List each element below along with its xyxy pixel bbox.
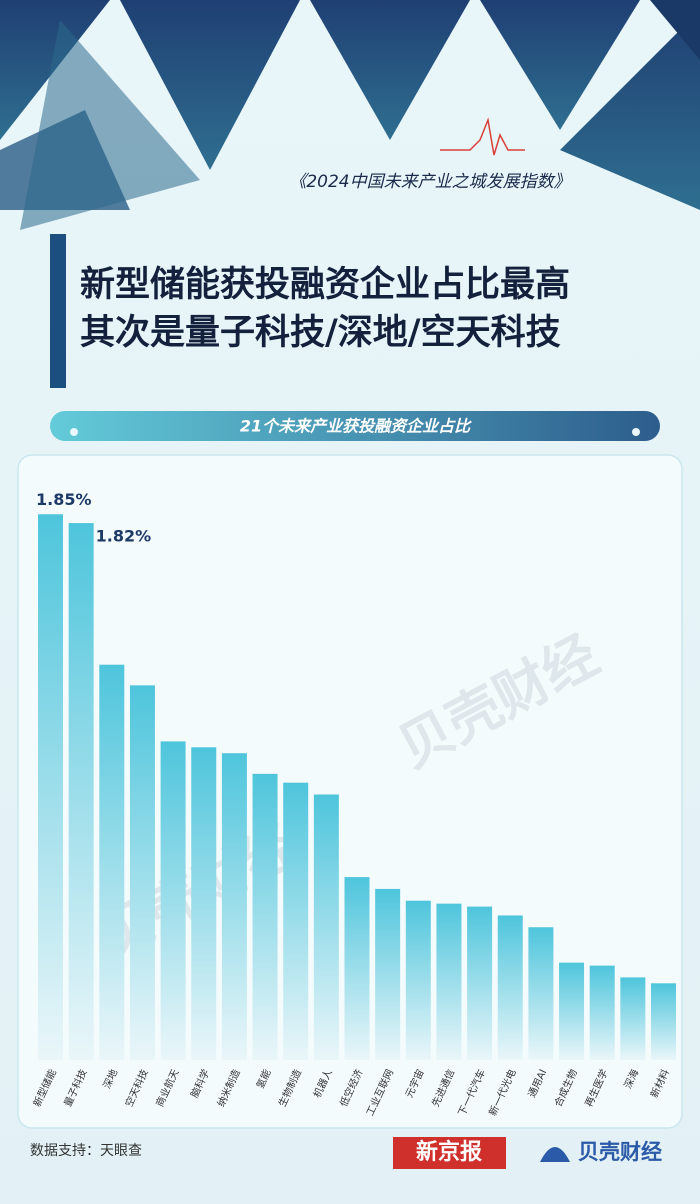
value-label: 1.85% bbox=[36, 490, 92, 509]
header-pattern bbox=[0, 0, 700, 230]
bar bbox=[252, 773, 278, 1060]
bar bbox=[221, 753, 247, 1060]
bar bbox=[436, 903, 462, 1060]
bar bbox=[375, 888, 401, 1060]
bar bbox=[467, 906, 493, 1060]
logo: 新京报 bbox=[416, 1139, 482, 1165]
bar bbox=[283, 782, 309, 1060]
header: 《2024中国未来产业之城发展指数》 bbox=[289, 172, 570, 192]
subtitle-pill bbox=[50, 411, 660, 441]
bar bbox=[497, 915, 523, 1060]
pulse-line bbox=[440, 117, 525, 156]
dot bbox=[632, 428, 640, 436]
bar bbox=[313, 794, 339, 1060]
bar bbox=[68, 523, 94, 1060]
bar bbox=[528, 927, 554, 1060]
bar bbox=[589, 965, 615, 1060]
bar bbox=[559, 962, 585, 1060]
bar bbox=[129, 685, 155, 1060]
logo: 贝壳财经 bbox=[578, 1140, 662, 1164]
bar bbox=[344, 877, 370, 1060]
bar bbox=[620, 977, 646, 1060]
dot bbox=[70, 428, 78, 436]
bar bbox=[191, 747, 217, 1060]
logo-box bbox=[393, 1137, 506, 1169]
bar bbox=[99, 664, 125, 1060]
source: 数据支持：天眼查 bbox=[30, 1143, 142, 1159]
title: 新型储能获投融资企业占比最高 bbox=[80, 264, 570, 305]
bar bbox=[160, 741, 186, 1060]
logo-icon bbox=[540, 1147, 570, 1162]
title: 其次是量子科技/深地/空天科技 bbox=[80, 313, 561, 353]
bar bbox=[651, 983, 676, 1060]
chart-title: 21个未来产业获投融资企业占比 bbox=[240, 417, 472, 436]
bar bbox=[405, 900, 431, 1060]
value-label: 1.82% bbox=[96, 527, 152, 546]
title-bar bbox=[50, 234, 66, 388]
bar bbox=[38, 514, 63, 1060]
